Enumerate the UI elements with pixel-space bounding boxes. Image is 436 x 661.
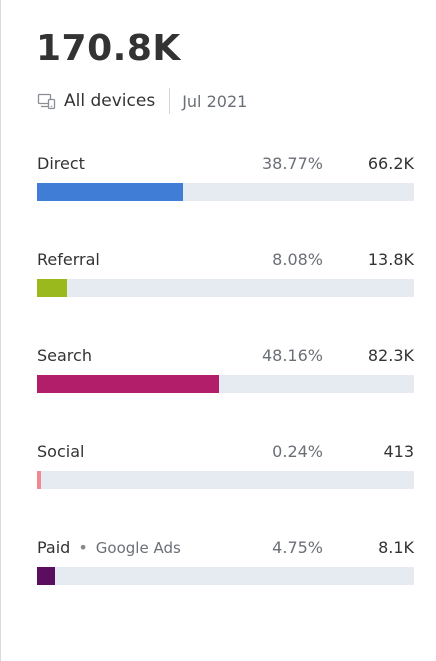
channel-bar-track — [37, 375, 414, 393]
channel-value: 413 — [383, 442, 414, 461]
channel-label: Direct — [37, 154, 85, 173]
channel-percent: 48.16% — [261, 346, 323, 365]
channel-value: 82.3K — [367, 346, 414, 365]
channel-bar-fill — [37, 471, 41, 489]
channel-bar-track — [37, 471, 414, 489]
channel-bar-fill — [37, 183, 183, 201]
device-filter[interactable]: All devices — [64, 91, 156, 111]
channel-sub-label: Google Ads — [95, 539, 181, 557]
channel-bar-track — [37, 183, 414, 201]
channel-percent: 4.75% — [272, 538, 323, 557]
channel-row-search: Search 48.16% 82.3K — [37, 345, 414, 393]
channel-bar-track — [37, 567, 414, 585]
total-visits: 170.8K — [36, 28, 181, 69]
channel-row-paid: Paid • Google Ads 4.75% 8.1K — [37, 537, 414, 585]
filter-row: All devices Jul 2021 — [37, 88, 247, 114]
channel-label: Search — [37, 346, 92, 365]
channel-label: Paid — [37, 538, 71, 557]
panel-left-border — [0, 0, 1, 661]
filter-divider — [169, 88, 171, 114]
channel-row-referral: Referral 8.08% 13.8K — [37, 249, 414, 297]
channel-percent: 38.77% — [261, 154, 323, 173]
channel-bar-fill — [37, 375, 219, 393]
separator-dot: • — [78, 538, 88, 557]
channel-label: Social — [37, 442, 85, 461]
channel-percent: 0.24% — [272, 442, 323, 461]
channel-value: 8.1K — [378, 538, 414, 557]
channel-bar-track — [37, 279, 414, 297]
channel-label-group: Paid • Google Ads — [37, 537, 181, 559]
channel-bar-fill — [37, 567, 55, 585]
channel-row-direct: Direct 38.77% 66.2K — [37, 153, 414, 201]
date-filter[interactable]: Jul 2021 — [182, 91, 248, 111]
channel-value: 66.2K — [367, 154, 414, 173]
channel-label: Referral — [37, 250, 100, 269]
devices-icon — [37, 91, 57, 111]
channel-bar-fill — [37, 279, 67, 297]
channel-value: 13.8K — [367, 250, 414, 269]
channel-percent: 8.08% — [272, 250, 323, 269]
channel-row-social: Social 0.24% 413 — [37, 441, 414, 489]
